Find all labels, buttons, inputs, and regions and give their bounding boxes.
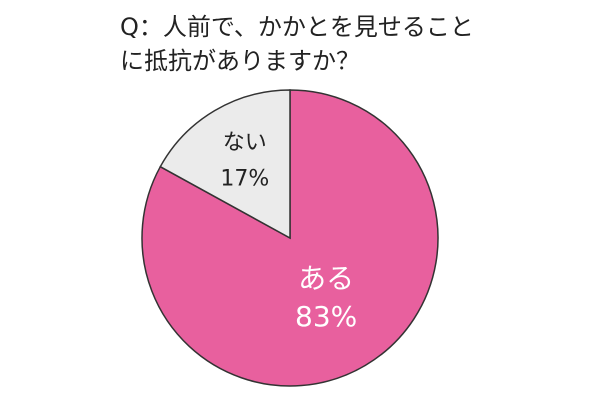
chart-title: Q：人前で、かかとを見せることに抵抗がありますか？ [120, 13, 474, 75]
value-label: 17% [220, 167, 269, 192]
value-label: 83% [295, 300, 357, 333]
pie-slice [159, 89, 291, 240]
slice-label: ない [223, 131, 267, 156]
slice-label: ある [298, 262, 354, 295]
